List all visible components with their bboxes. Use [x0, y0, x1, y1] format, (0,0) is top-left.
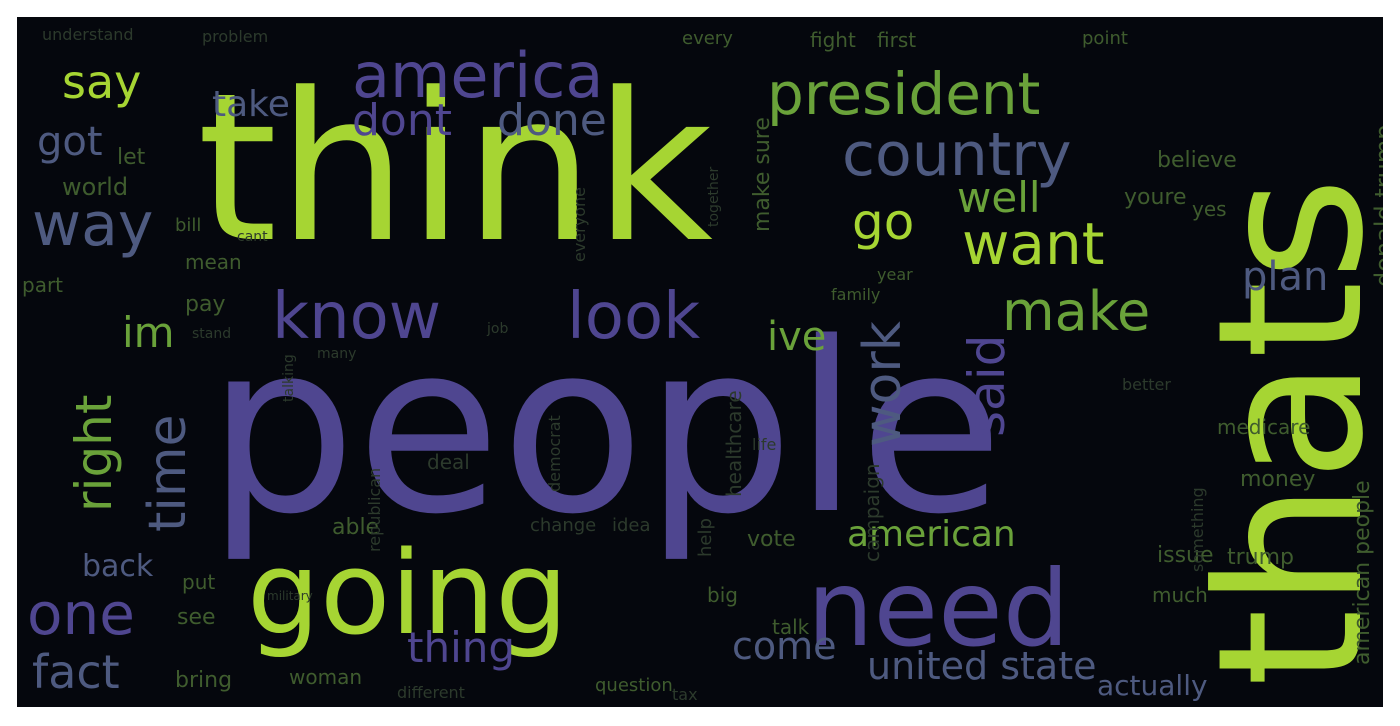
- word-democrat: democrat: [545, 415, 564, 492]
- word-work: work: [853, 321, 913, 447]
- word-pay: pay: [185, 292, 226, 317]
- word-donald-trump: donald trump: [1370, 124, 1383, 287]
- word-make-sure: make sure: [750, 117, 775, 232]
- word-american: american: [847, 514, 1016, 555]
- word-family: family: [831, 285, 881, 304]
- word-different: different: [397, 683, 465, 702]
- word-going: going: [247, 527, 569, 661]
- word-issue: issue: [1157, 543, 1214, 568]
- word-part: part: [22, 273, 64, 297]
- word-put: put: [182, 570, 216, 594]
- word-everyone: everyone: [570, 187, 589, 262]
- word-cloud: think people thats going need america presiden…: [17, 17, 1383, 707]
- word-change: change: [530, 515, 597, 536]
- word-plan: plan: [1242, 254, 1329, 300]
- word-time: time: [138, 414, 198, 532]
- word-trump: trump: [1227, 545, 1295, 570]
- word-stand: stand: [192, 326, 232, 342]
- word-actually: actually: [1097, 669, 1208, 702]
- word-united-state: united state: [867, 644, 1097, 688]
- word-together: together: [706, 166, 722, 227]
- word-right: right: [65, 394, 123, 512]
- word-understand: understand: [42, 25, 134, 44]
- word-job: job: [487, 321, 509, 337]
- word-money: money: [1240, 467, 1316, 492]
- word-see: see: [177, 605, 216, 630]
- word-back: back: [82, 549, 154, 584]
- word-want: want: [962, 210, 1105, 278]
- word-cant: cant: [237, 229, 268, 245]
- word-military: military: [267, 589, 313, 603]
- word-world: world: [62, 173, 129, 201]
- word-many: many: [317, 346, 357, 362]
- word-problem: problem: [202, 27, 269, 46]
- word-campaign: campaign: [860, 463, 884, 562]
- word-talking: talking: [281, 354, 297, 402]
- word-ive: ive: [767, 314, 827, 360]
- word-vote: vote: [747, 527, 796, 552]
- word-country: country: [842, 120, 1072, 190]
- word-im: im: [122, 308, 175, 357]
- word-idea: idea: [612, 515, 651, 536]
- word-much: much: [1152, 583, 1208, 607]
- word-american-people: american people: [1350, 480, 1375, 665]
- word-woman: woman: [289, 665, 363, 689]
- word-every: every: [682, 28, 733, 49]
- word-republican: republican: [365, 467, 384, 552]
- word-well: well: [957, 173, 1041, 222]
- word-make: make: [1002, 280, 1151, 343]
- word-believe: believe: [1157, 148, 1237, 173]
- word-fight: fight: [810, 28, 856, 52]
- word-thing: thing: [407, 623, 516, 672]
- word-president: president: [767, 60, 1041, 128]
- word-question: question: [595, 675, 673, 696]
- word-say: say: [62, 55, 142, 109]
- word-done: done: [497, 95, 607, 146]
- word-take: take: [212, 84, 290, 125]
- word-let: let: [117, 145, 146, 170]
- word-got: got: [37, 119, 103, 165]
- word-bill: bill: [175, 215, 202, 236]
- word-medicare: medicare: [1217, 415, 1311, 439]
- word-year: year: [877, 265, 913, 284]
- word-help: help: [695, 518, 716, 557]
- word-life: life: [752, 435, 777, 454]
- word-one: one: [27, 580, 135, 648]
- word-healthcare: healthcare: [722, 390, 746, 497]
- word-tax: tax: [672, 685, 698, 704]
- word-bring: bring: [175, 668, 233, 693]
- word-fact: fact: [32, 645, 120, 699]
- word-people: people: [207, 293, 1004, 566]
- word-deal: deal: [427, 450, 470, 474]
- word-youre: youre: [1124, 185, 1187, 210]
- word-big: big: [707, 583, 738, 607]
- word-america: america: [352, 39, 604, 112]
- word-come: come: [732, 624, 837, 668]
- word-point: point: [1082, 28, 1128, 49]
- word-know: know: [272, 280, 442, 354]
- word-talk: talk: [772, 615, 810, 639]
- word-go: go: [852, 193, 915, 251]
- word-way: way: [32, 190, 154, 260]
- word-yes: yes: [1192, 197, 1227, 221]
- word-better: better: [1122, 375, 1171, 394]
- word-think: think: [197, 50, 713, 288]
- word-able: able: [332, 515, 380, 540]
- word-need: need: [807, 548, 1070, 670]
- word-first: first: [877, 28, 917, 52]
- word-mean: mean: [185, 250, 242, 274]
- word-look: look: [567, 280, 701, 354]
- word-dont: dont: [352, 95, 452, 146]
- word-said: said: [958, 334, 1016, 437]
- word-something: something: [1188, 487, 1207, 572]
